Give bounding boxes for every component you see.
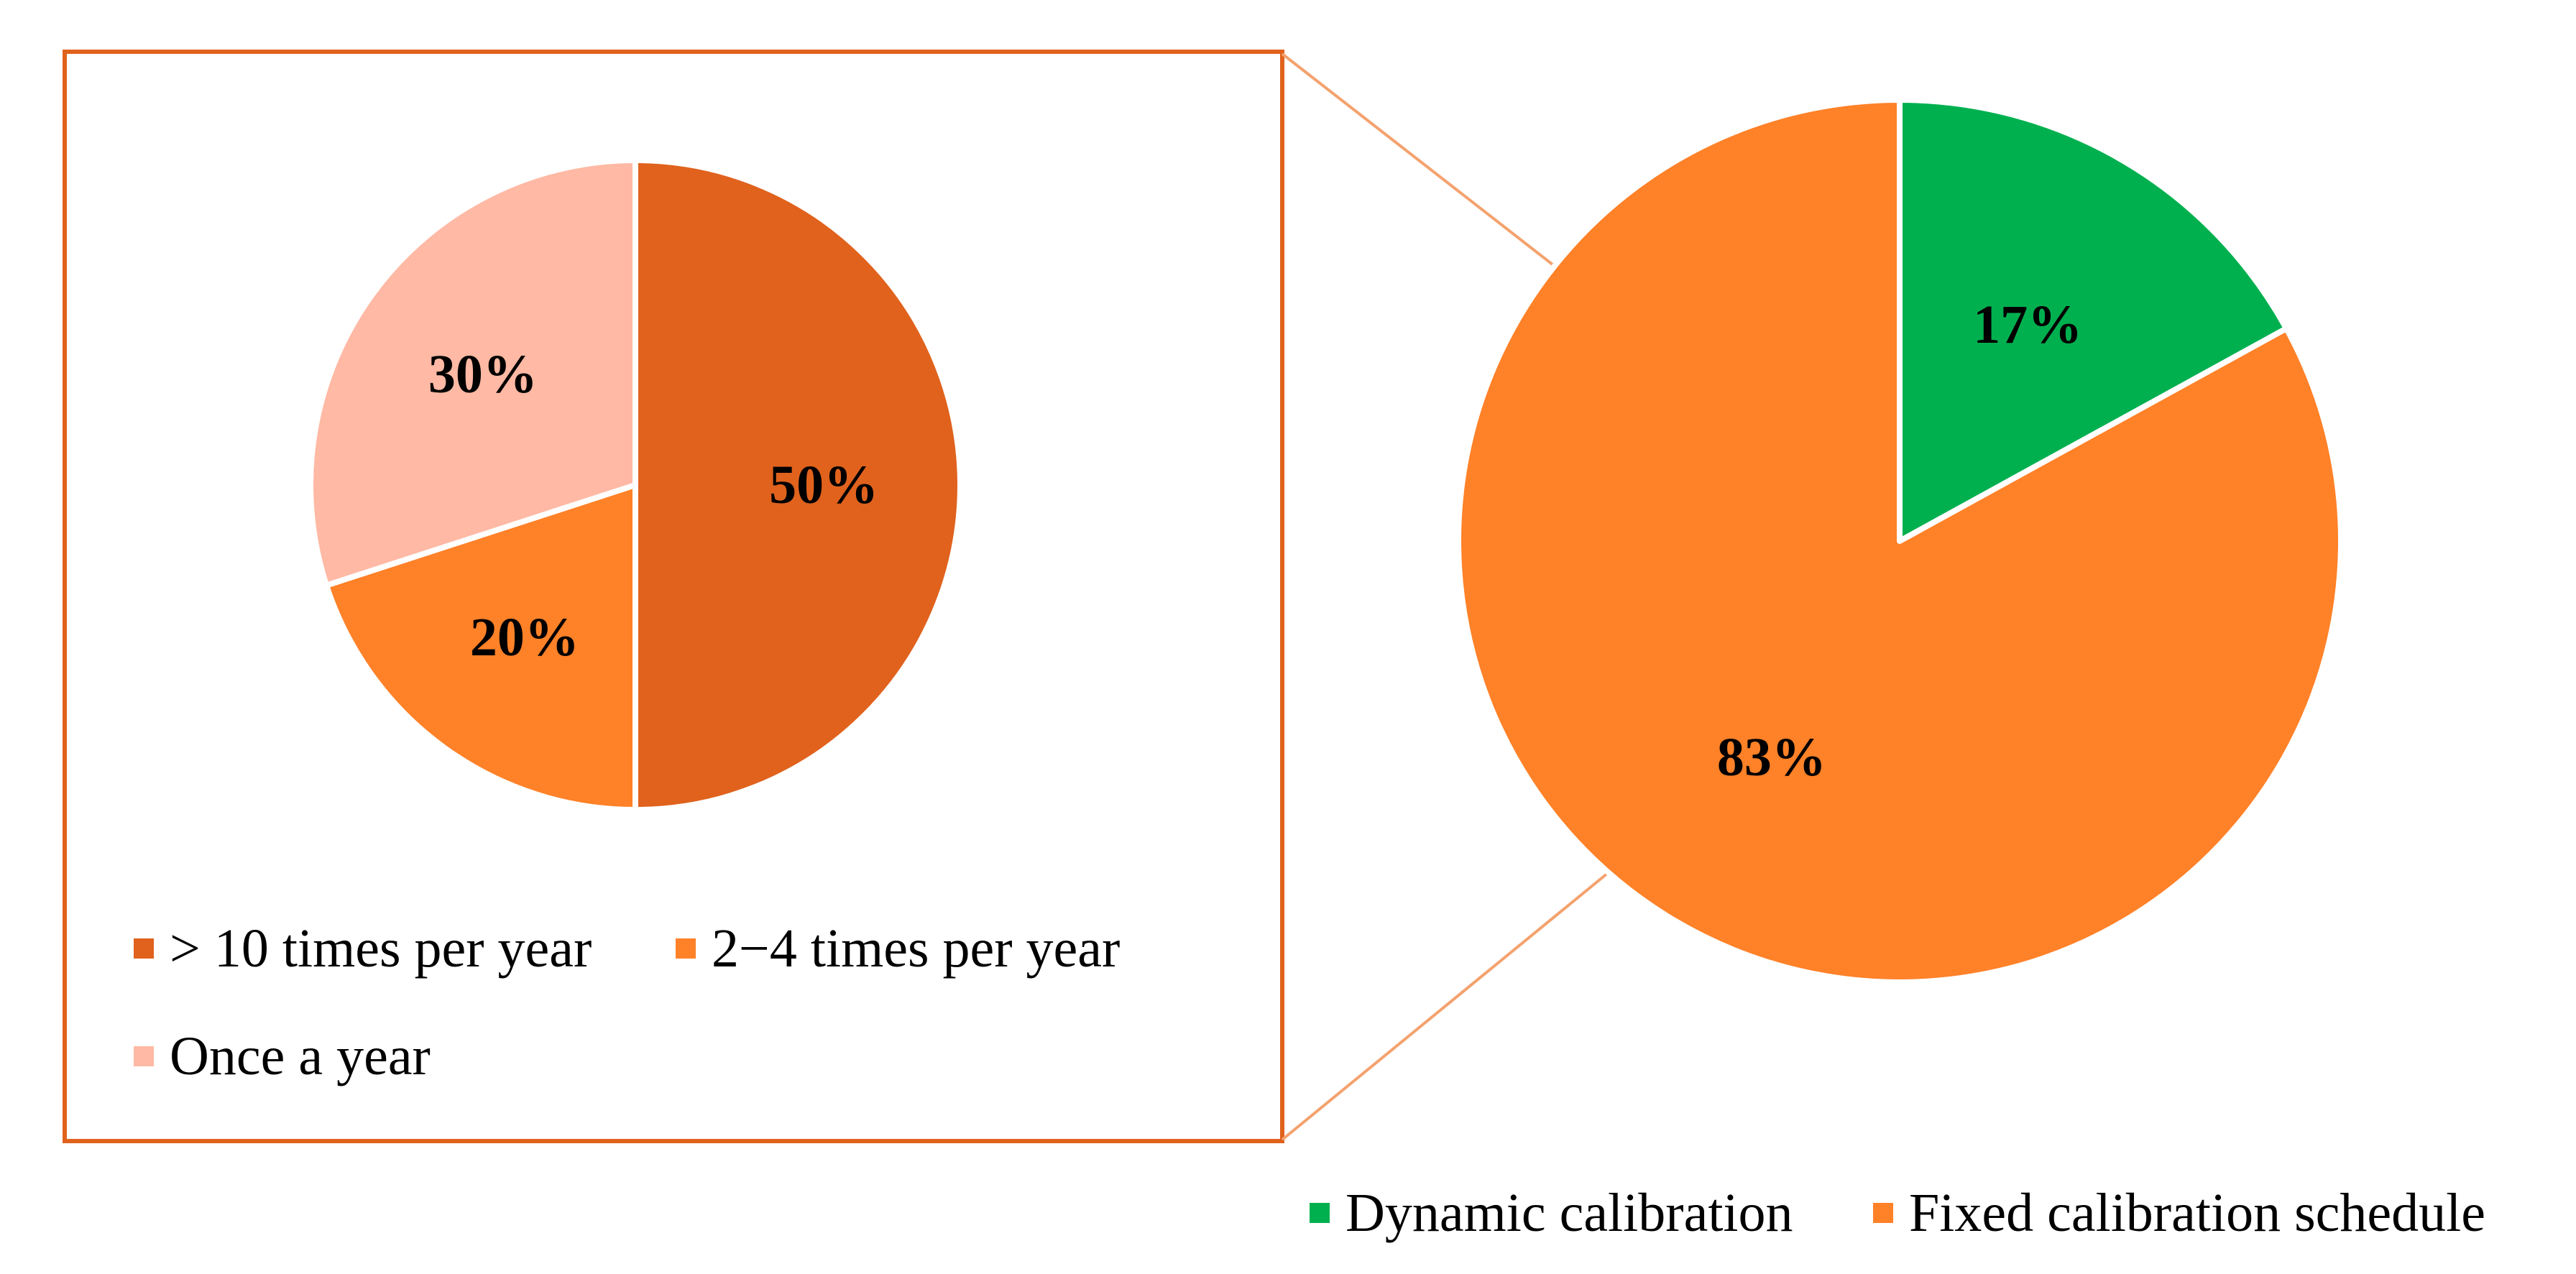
detail-legend-swatch-2-4-times-per-year <box>676 938 696 959</box>
detail-legend-label-10-times-per-year: > 10 times per year <box>170 918 592 979</box>
main-slice-fixed-calibration-schedule <box>1455 97 2344 985</box>
detail-legend-swatch-10-times-per-year <box>134 938 154 959</box>
main-legend-swatch-dynamic-calibration <box>1310 1203 1330 1223</box>
detail-legend-label-2-4-times-per-year: 2−4 times per year <box>712 918 1120 979</box>
connector-line-top <box>1281 52 1554 266</box>
detail-legend-label-once-a-year: Once a year <box>170 1026 431 1086</box>
detail-data-label-10-times-per-year: 50% <box>769 455 878 515</box>
main-legend-swatch-fixed-calibration-schedule <box>1873 1203 1893 1223</box>
main-data-label-dynamic-calibration: 17% <box>1973 295 2082 355</box>
connector-line-bottom <box>1281 872 1609 1141</box>
detail-frame <box>63 50 1284 1143</box>
main-pie-chart: 17% 83% <box>1455 97 2344 985</box>
detail-data-label-2-4-times-per-year: 20% <box>470 607 579 668</box>
detail-data-label-once-a-year: 30% <box>428 344 538 405</box>
main-data-label-fixed-calibration-schedule: 83% <box>1717 727 1826 788</box>
detail-legend: > 10 times per year 2−4 times per year Onc… <box>134 918 1120 1086</box>
detail-slice-once-a-year <box>308 157 638 588</box>
main-legend-label-dynamic-calibration: Dynamic calibration <box>1346 1183 1793 1243</box>
main-slice-dynamic-calibration <box>1897 97 2290 544</box>
detail-slice-2-4-times-per-year <box>323 482 638 813</box>
main-legend: Dynamic calibration Fixed calibration sch… <box>1310 1183 2485 1243</box>
main-legend-label-fixed-calibration-schedule: Fixed calibration schedule <box>1909 1183 2485 1243</box>
detail-slice-10-times-per-year <box>632 157 963 813</box>
detail-pie-chart: 50% 20% 30% <box>308 157 963 813</box>
detail-legend-swatch-once-a-year <box>134 1046 154 1066</box>
